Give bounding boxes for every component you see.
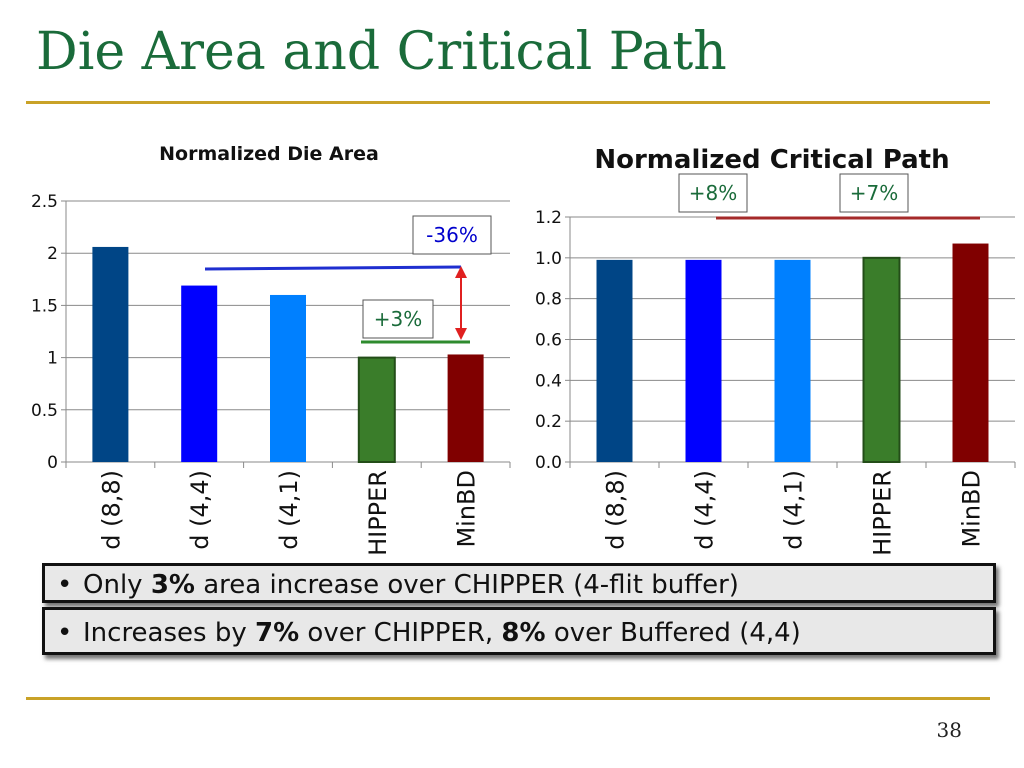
callout-box xyxy=(839,173,909,213)
bullet-critical-path: • Increases by 7% over CHIPPER, 8% over B… xyxy=(42,607,996,655)
bullet-dot: • xyxy=(57,618,73,648)
bullet-text: Only xyxy=(83,570,151,600)
bullet-dot: • xyxy=(57,570,73,600)
bar xyxy=(596,259,633,462)
y-tick-label: 1 xyxy=(47,349,58,369)
die-area-chart: Normalized Die Area 0 0.5 1 1.5 2 2.5 d (8,8) d … xyxy=(31,143,511,556)
page-number: 38 xyxy=(936,718,962,742)
x-tick-label: HIPPER xyxy=(869,470,897,556)
bar xyxy=(952,243,989,462)
bullet-bold: 3% xyxy=(150,570,195,600)
arrow-head-up xyxy=(455,266,467,278)
bullet-text: over CHIPPER, xyxy=(299,618,502,648)
y-tick-label: 0.8 xyxy=(535,290,562,310)
x-tick-label: MinBD xyxy=(453,470,481,548)
callout-label: -36% xyxy=(426,223,478,247)
bar xyxy=(357,356,396,464)
x-tick-label: d (8,8) xyxy=(602,470,630,550)
y-tick-label: 2 xyxy=(47,244,58,264)
x-tick-label: d (4,4) xyxy=(186,470,214,550)
bar xyxy=(685,259,722,462)
callout-label: +8% xyxy=(689,181,738,205)
arrow-head-down xyxy=(455,328,467,340)
bar xyxy=(447,354,484,462)
chart-title: Normalized Die Area xyxy=(159,143,379,165)
chart-title: Normalized Critical Path xyxy=(594,145,949,175)
x-tick-label: d (4,4) xyxy=(691,470,719,550)
y-tick-label: 1.0 xyxy=(535,249,562,269)
callout-box xyxy=(412,215,492,255)
y-tick-label: 2.5 xyxy=(31,192,58,212)
bullet-text: area increase over CHIPPER (4-flit buffe… xyxy=(194,570,739,600)
callout-box xyxy=(678,173,748,213)
y-tick-label: 1.2 xyxy=(535,208,562,228)
y-tick-label: 0.5 xyxy=(31,401,58,421)
callout-box xyxy=(362,299,434,339)
bar xyxy=(92,246,129,462)
y-tick-label: 0.6 xyxy=(535,331,562,351)
y-tick-label: 0.4 xyxy=(535,371,562,391)
bullet-text: Increases by xyxy=(83,618,255,648)
y-tick-label: 0.0 xyxy=(535,453,562,473)
x-tick-label: HIPPER xyxy=(364,470,392,556)
y-tick-label: 0.2 xyxy=(535,412,562,432)
bullet-text: over Buffered (4,4) xyxy=(545,618,801,648)
callout-label: +3% xyxy=(374,307,423,331)
bar xyxy=(181,285,218,462)
bottom-divider xyxy=(26,697,990,700)
bar xyxy=(862,256,901,464)
bullet-area: • Only 3% area increase over CHIPPER (4-f… xyxy=(42,563,996,603)
top-divider xyxy=(26,101,990,104)
reference-line xyxy=(204,265,462,271)
x-tick-label: d (4,1) xyxy=(275,470,303,550)
bullet-bold: 7% xyxy=(255,618,300,648)
bullet-bold: 8% xyxy=(501,618,546,648)
x-tick-label: d (8,8) xyxy=(97,470,125,550)
callout-label: +7% xyxy=(850,181,899,205)
bar xyxy=(774,259,811,462)
bar xyxy=(270,294,306,462)
x-tick-label: d (4,1) xyxy=(780,470,808,550)
x-tick-label: MinBD xyxy=(958,470,986,548)
y-tick-label: 0 xyxy=(47,453,58,473)
critical-path-chart: Normalized Critical Path 0.0 0.2 0.4 0.6 0.8 1… xyxy=(535,145,1016,556)
slide-title: Die Area and Critical Path xyxy=(36,22,727,82)
y-tick-label: 1.5 xyxy=(31,296,58,316)
